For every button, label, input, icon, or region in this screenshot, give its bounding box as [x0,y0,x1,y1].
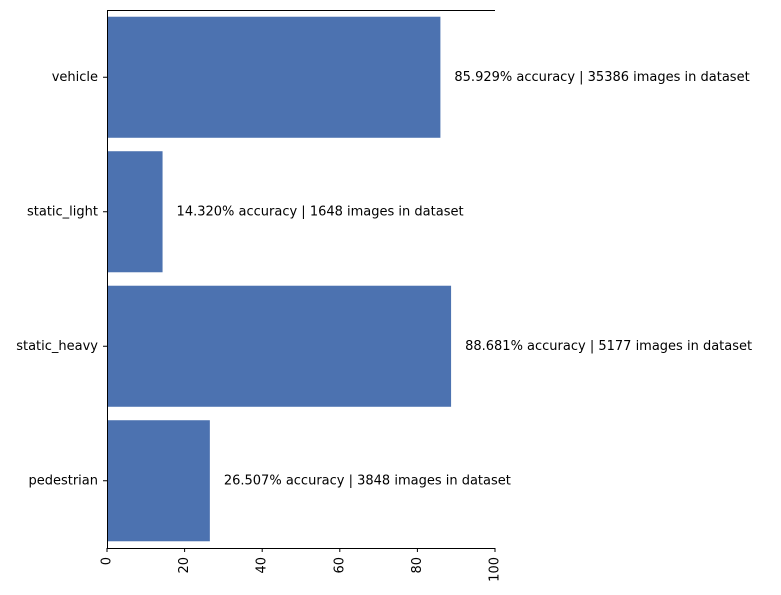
x-tick-label: 100 [488,557,503,582]
data-label-static-light: 14.320% accuracy | 1648 images in datase… [177,204,464,219]
y-tick-label-vehicle: vehicle [52,70,98,85]
x-tick-label: 20 [177,557,192,574]
bar-vehicle [107,16,441,138]
x-axis: 0 20 40 60 80 100 [100,548,503,582]
bar-static-heavy [107,285,452,407]
x-tick-label: 0 [100,557,115,565]
data-label-static-heavy: 88.681% accuracy | 5177 images in datase… [465,339,752,354]
data-label-vehicle: 85.929% accuracy | 35386 images in datas… [454,70,749,85]
y-tick-label-static-heavy: static_heavy [16,339,98,354]
data-label-pedestrian: 26.507% accuracy | 3848 images in datase… [224,473,511,488]
bar-pedestrian [107,420,210,542]
y-axis: vehicle static_light static_heavy pedestria… [16,70,107,488]
data-labels-group: 85.929% accuracy | 35386 images in datas… [177,70,753,489]
y-tick-label-static-light: static_light [27,204,98,219]
x-tick-label: 40 [255,557,270,574]
bar-static-light [107,151,163,273]
bars-group [107,16,452,542]
y-tick-label-pedestrian: pedestrian [28,473,98,488]
x-tick-label: 80 [410,557,425,574]
x-tick-label: 60 [332,557,347,574]
